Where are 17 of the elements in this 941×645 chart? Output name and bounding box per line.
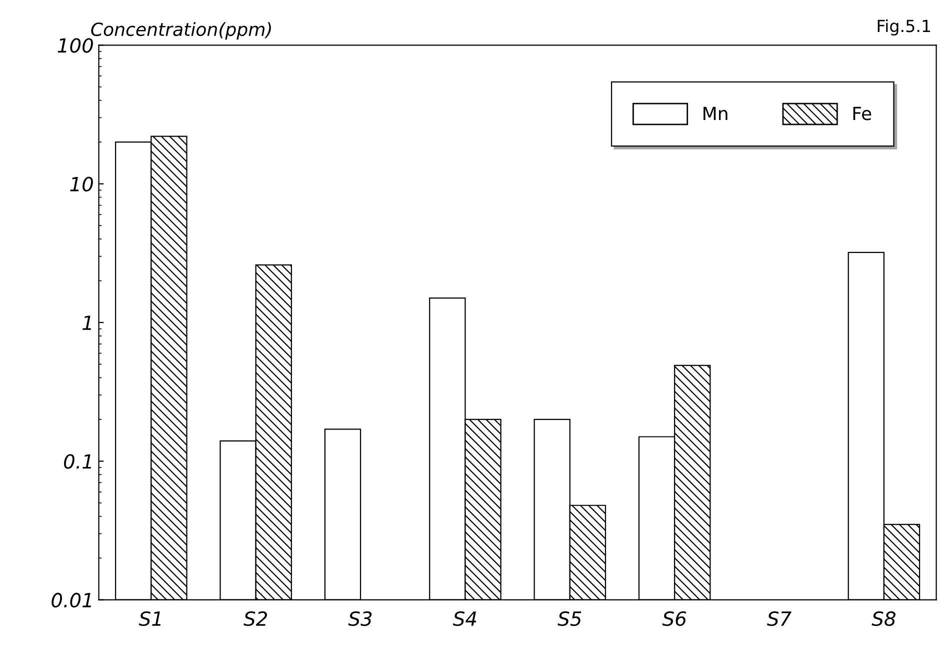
x-tick-label: S8: [872, 611, 896, 626]
y-tick-label: 10: [70, 176, 93, 192]
x-tick-label: S7: [767, 611, 792, 626]
x-tick-label: S5: [558, 611, 582, 626]
y-axis-title: Concentration(ppm): [91, 22, 271, 40]
y-tick-label: 1: [82, 316, 91, 330]
y-tick-label: 0.01: [52, 592, 91, 608]
x-tick-label: S6: [662, 611, 686, 626]
legend-label: Fe: [853, 106, 872, 120]
caption: Fig.5.1: [878, 19, 930, 36]
x-tick-label: S1: [138, 611, 161, 626]
legend-label: Mn: [704, 106, 728, 120]
x-tick-label: S4: [452, 611, 476, 626]
x-tick-label: S3: [348, 611, 372, 626]
x-tick-label: S2: [244, 611, 267, 626]
y-tick-label: 0.1: [64, 454, 91, 469]
y-tick-label: 100: [58, 38, 93, 53]
